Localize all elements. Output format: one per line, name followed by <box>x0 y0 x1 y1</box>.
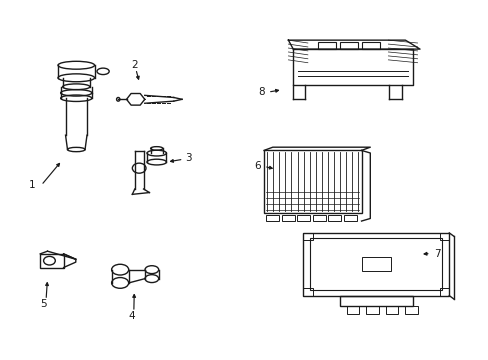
Bar <box>361 257 390 271</box>
Bar <box>343 215 356 221</box>
Bar <box>303 233 448 296</box>
Text: 3: 3 <box>185 153 191 163</box>
Bar <box>346 306 358 314</box>
Bar <box>310 238 441 290</box>
Bar <box>339 296 412 306</box>
Bar <box>264 150 361 213</box>
Bar <box>405 306 417 314</box>
Bar <box>366 306 378 314</box>
Text: 4: 4 <box>128 311 134 321</box>
Bar <box>385 306 397 314</box>
Bar <box>317 41 335 49</box>
Bar <box>361 41 379 49</box>
Bar <box>281 215 294 221</box>
Text: 1: 1 <box>29 180 36 190</box>
Bar <box>266 215 279 221</box>
Bar <box>339 41 357 49</box>
Bar <box>303 233 312 240</box>
Bar <box>312 215 325 221</box>
Bar <box>40 254 63 267</box>
Text: 8: 8 <box>258 87 264 97</box>
Text: 6: 6 <box>254 161 261 171</box>
Text: 7: 7 <box>433 248 440 258</box>
Bar <box>439 233 448 240</box>
Bar <box>297 215 310 221</box>
Bar <box>439 288 448 296</box>
Bar <box>327 215 341 221</box>
Text: 5: 5 <box>40 299 46 309</box>
Bar <box>303 288 312 296</box>
Text: 2: 2 <box>131 60 137 70</box>
